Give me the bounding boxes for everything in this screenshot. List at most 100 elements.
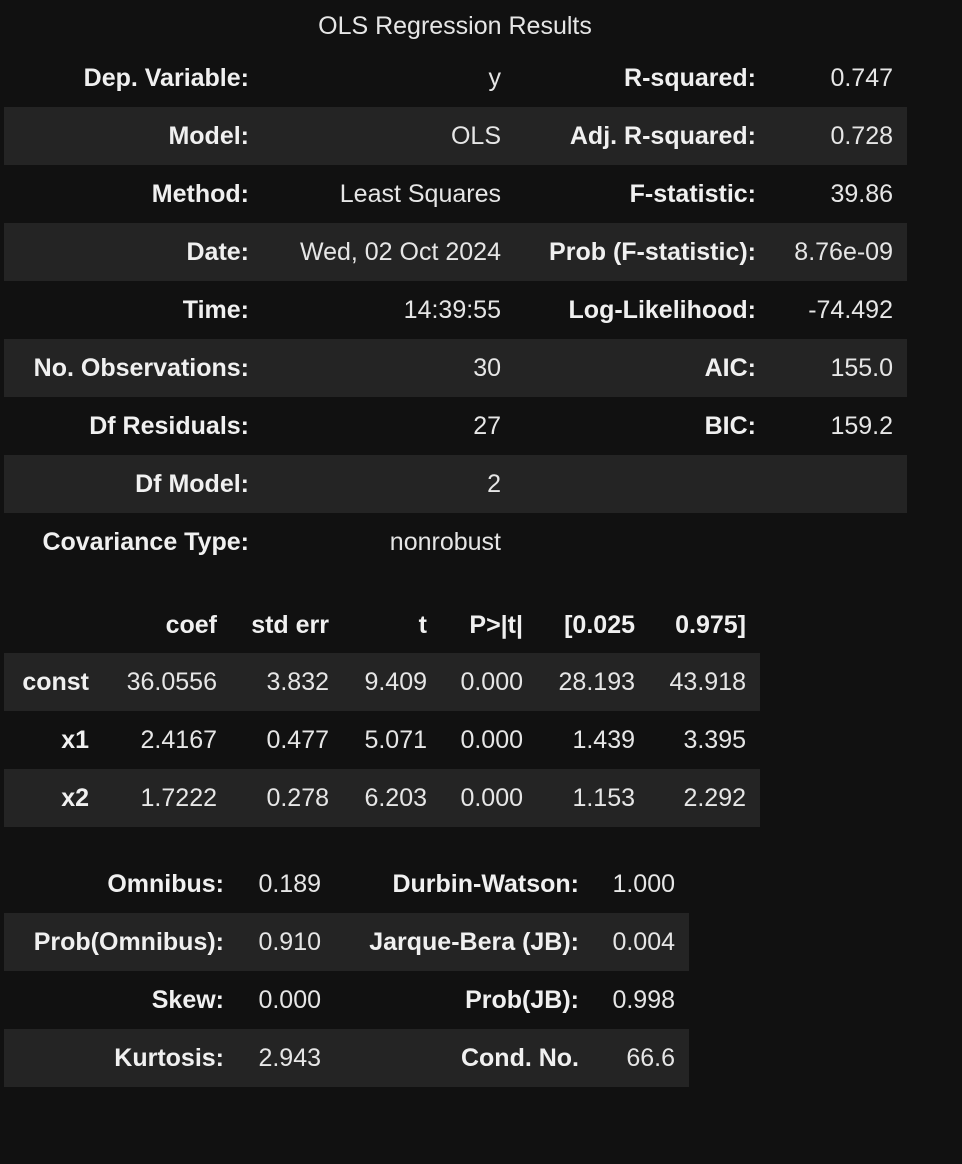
diagnostics-row: Omnibus: 0.189 Durbin-Watson: 1.000 bbox=[4, 855, 689, 913]
summary-value: y bbox=[488, 63, 502, 92]
diagnostics-row: Kurtosis: 2.943 Cond. No. 66.6 bbox=[4, 1029, 689, 1087]
summary-value: 27 bbox=[473, 411, 501, 440]
summary-value: 8.76e-09 bbox=[794, 237, 893, 266]
coef-row: x2 1.7222 0.278 6.203 0.000 1.153 2.292 bbox=[4, 769, 760, 827]
coef-variable: const bbox=[22, 667, 89, 696]
coef-header: coef bbox=[165, 610, 217, 639]
coef-cell: 9.409 bbox=[364, 667, 427, 696]
summary-label: Time: bbox=[182, 295, 249, 324]
summary-label: Log-Likelihood: bbox=[568, 295, 756, 324]
summary-value: Least Squares bbox=[339, 179, 501, 208]
coef-header-blank bbox=[4, 597, 103, 653]
summary-row: Model: OLS Adj. R-squared: 0.728 bbox=[4, 107, 907, 165]
coef-header: 0.975] bbox=[675, 610, 746, 639]
diagnostics-label: Prob(JB): bbox=[465, 985, 579, 1014]
summary-value bbox=[770, 455, 907, 513]
summary-value: Wed, 02 Oct 2024 bbox=[299, 237, 501, 266]
summary-label bbox=[515, 513, 770, 571]
coef-header: t bbox=[418, 610, 427, 639]
coef-variable: x2 bbox=[61, 783, 89, 812]
summary-value: 0.747 bbox=[830, 63, 893, 92]
summary-row: Df Model: 2 bbox=[4, 455, 907, 513]
diagnostics-value: 1.000 bbox=[612, 869, 675, 898]
coef-header-row: coef std err t P>|t| [0.025 0.975] bbox=[4, 597, 760, 653]
table-caption: OLS Regression Results bbox=[318, 12, 592, 40]
summary-value bbox=[770, 513, 907, 571]
diagnostics-value: 0.910 bbox=[258, 927, 321, 956]
diagnostics-label: Skew: bbox=[151, 985, 224, 1014]
summary-row: Covariance Type: nonrobust bbox=[4, 513, 907, 571]
coef-header: std err bbox=[251, 610, 329, 639]
coefficients-table: coef std err t P>|t| [0.025 0.975] const… bbox=[4, 597, 760, 827]
coef-cell: 1.153 bbox=[572, 783, 635, 812]
summary-label: Model: bbox=[168, 121, 249, 150]
summary-row: Time: 14:39:55 Log-Likelihood: -74.492 bbox=[4, 281, 907, 339]
diagnostics-value: 0.998 bbox=[612, 985, 675, 1014]
summary-label: AIC: bbox=[704, 353, 756, 382]
coef-cell: 5.071 bbox=[364, 725, 427, 754]
summary-row: Date: Wed, 02 Oct 2024 Prob (F-statistic… bbox=[4, 223, 907, 281]
summary-label: Dep. Variable: bbox=[83, 63, 249, 92]
diagnostics-row: Skew: 0.000 Prob(JB): 0.998 bbox=[4, 971, 689, 1029]
summary-value: 155.0 bbox=[830, 353, 893, 382]
coef-cell: 3.395 bbox=[683, 725, 746, 754]
diagnostics-value: 0.000 bbox=[258, 985, 321, 1014]
coef-header: [0.025 bbox=[564, 610, 635, 639]
coef-cell: 2.292 bbox=[683, 783, 746, 812]
coef-cell: 3.832 bbox=[266, 667, 329, 696]
summary-row: Df Residuals: 27 BIC: 159.2 bbox=[4, 397, 907, 455]
diagnostics-value: 66.6 bbox=[626, 1043, 675, 1072]
summary-label: Prob (F-statistic): bbox=[549, 237, 756, 266]
summary-label: Df Residuals: bbox=[89, 411, 249, 440]
diagnostics-label: Omnibus: bbox=[107, 869, 224, 898]
coef-cell: 0.000 bbox=[460, 667, 523, 696]
summary-value: 14:39:55 bbox=[403, 295, 501, 324]
coef-row: x1 2.4167 0.477 5.071 0.000 1.439 3.395 bbox=[4, 711, 760, 769]
summary-label: Date: bbox=[186, 237, 249, 266]
coef-cell: 43.918 bbox=[669, 667, 746, 696]
coef-cell: 6.203 bbox=[364, 783, 427, 812]
summary-label: R-squared: bbox=[624, 63, 756, 92]
summary-value: 2 bbox=[487, 469, 501, 498]
summary-value: nonrobust bbox=[389, 527, 501, 556]
summary-label: Method: bbox=[151, 179, 249, 208]
coef-cell: 2.4167 bbox=[140, 725, 217, 754]
diagnostics-value: 2.943 bbox=[258, 1043, 321, 1072]
coef-variable: x1 bbox=[61, 725, 89, 754]
diagnostics-value: 0.189 bbox=[258, 869, 321, 898]
summary-label: BIC: bbox=[704, 411, 756, 440]
summary-value: OLS bbox=[450, 121, 501, 150]
summary-label: F-statistic: bbox=[629, 179, 756, 208]
model-summary-table: Dep. Variable: y R-squared: 0.747 Model:… bbox=[4, 49, 907, 571]
coef-cell: 1.439 bbox=[572, 725, 635, 754]
diagnostics-row: Prob(Omnibus): 0.910 Jarque-Bera (JB): 0… bbox=[4, 913, 689, 971]
diagnostics-value: 0.004 bbox=[612, 927, 675, 956]
diagnostics-label: Cond. No. bbox=[460, 1043, 579, 1072]
summary-label: No. Observations: bbox=[33, 353, 249, 382]
coef-cell: 28.193 bbox=[558, 667, 635, 696]
coef-row: const 36.0556 3.832 9.409 0.000 28.193 4… bbox=[4, 653, 760, 711]
coef-cell: 0.477 bbox=[266, 725, 329, 754]
summary-value: -74.492 bbox=[808, 295, 893, 324]
summary-row: No. Observations: 30 AIC: 155.0 bbox=[4, 339, 907, 397]
diagnostics-table: Omnibus: 0.189 Durbin-Watson: 1.000 Prob… bbox=[4, 855, 689, 1087]
summary-value: 39.86 bbox=[830, 179, 893, 208]
summary-label: Adj. R-squared: bbox=[569, 121, 756, 150]
summary-label: Df Model: bbox=[135, 469, 249, 498]
diagnostics-label: Durbin-Watson: bbox=[392, 869, 579, 898]
coef-header: P>|t| bbox=[469, 610, 523, 639]
diagnostics-label: Jarque-Bera (JB): bbox=[369, 927, 579, 956]
coef-cell: 36.0556 bbox=[126, 667, 217, 696]
coef-cell: 1.7222 bbox=[140, 783, 217, 812]
diagnostics-label: Kurtosis: bbox=[114, 1043, 224, 1072]
summary-value: 0.728 bbox=[830, 121, 893, 150]
summary-row: Method: Least Squares F-statistic: 39.86 bbox=[4, 165, 907, 223]
coef-cell: 0.000 bbox=[460, 783, 523, 812]
diagnostics-label: Prob(Omnibus): bbox=[33, 927, 224, 956]
coef-cell: 0.278 bbox=[266, 783, 329, 812]
summary-row: Dep. Variable: y R-squared: 0.747 bbox=[4, 49, 907, 107]
summary-label bbox=[515, 455, 770, 513]
summary-value: 159.2 bbox=[830, 411, 893, 440]
summary-label: Covariance Type: bbox=[42, 527, 249, 556]
